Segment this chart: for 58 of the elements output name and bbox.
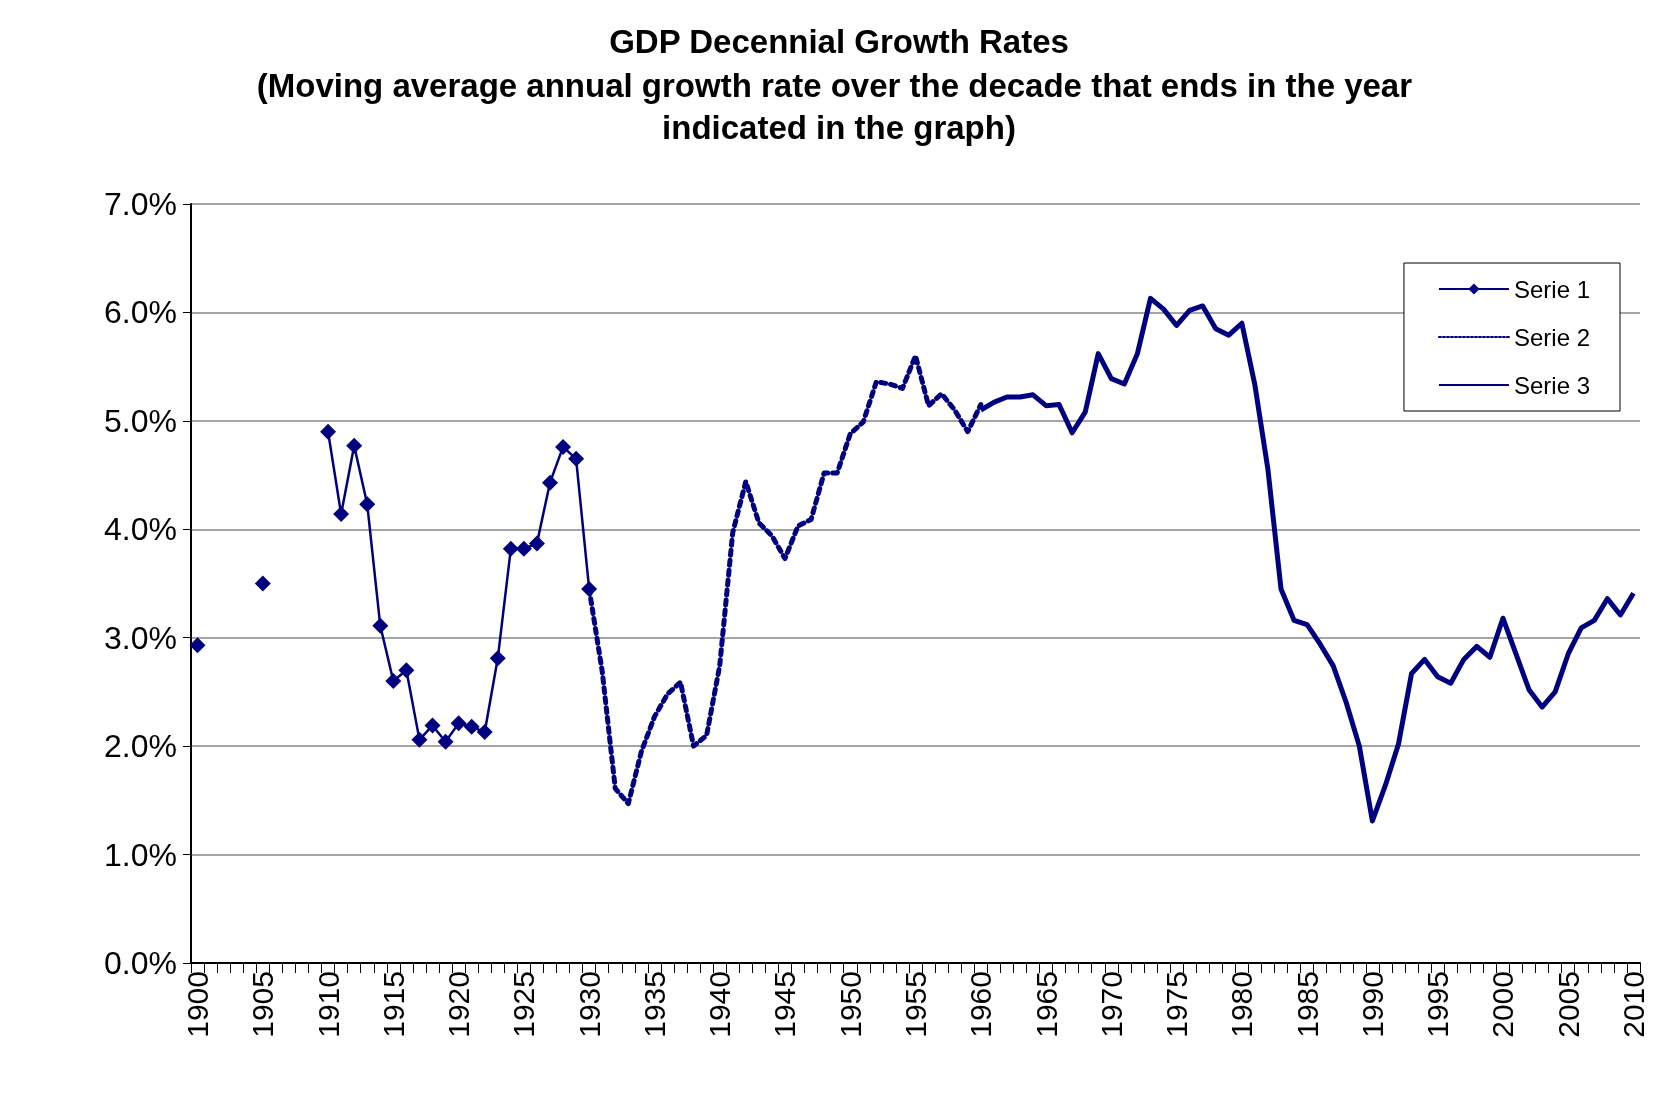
- x-tick-label: 1935: [637, 971, 671, 1038]
- legend-label: Serie 2: [1513, 323, 1590, 351]
- x-tick-label: 1950: [833, 971, 867, 1038]
- y-tick-label: 1.0%: [104, 836, 177, 873]
- x-tick-label: 1900: [181, 971, 215, 1038]
- x-tick-label: 1980: [1225, 971, 1259, 1038]
- x-tick-label: 1990: [1355, 971, 1389, 1038]
- point: [541, 474, 558, 491]
- x-tick-label: 1915: [376, 971, 410, 1038]
- point: [568, 450, 585, 467]
- point: [359, 496, 376, 513]
- point: [189, 637, 206, 654]
- x-tick-label: 1945: [768, 971, 802, 1038]
- x-tick-label: 1995: [1421, 971, 1455, 1038]
- x-tick-label: 2005: [1551, 971, 1585, 1038]
- point: [254, 575, 271, 592]
- y-tick-label: 6.0%: [104, 294, 177, 331]
- x-tick-label: 1965: [1029, 971, 1063, 1038]
- x-tick-label: 1940: [703, 971, 737, 1038]
- point: [555, 438, 572, 455]
- point: [515, 540, 532, 557]
- y-tick-label: 0.0%: [104, 945, 177, 981]
- point: [437, 733, 454, 750]
- y-tick-label: 2.0%: [104, 728, 177, 765]
- legend-label: Serie 3: [1513, 371, 1590, 399]
- point: [450, 715, 467, 732]
- point: [398, 662, 415, 679]
- y-tick-label: 5.0%: [104, 402, 177, 439]
- x-tick-label: 1955: [899, 971, 932, 1038]
- y-tick-label: 3.0%: [104, 619, 177, 656]
- x-tick-label: 1930: [572, 971, 606, 1038]
- x-tick-label: 1905: [246, 971, 280, 1038]
- point: [411, 731, 428, 748]
- point: [333, 506, 350, 523]
- x-tick-label: 1925: [507, 971, 541, 1038]
- y-tick-label: 4.0%: [104, 511, 177, 548]
- point: [463, 718, 480, 735]
- point: [476, 724, 493, 741]
- point: [502, 540, 519, 557]
- point: [346, 437, 363, 454]
- x-tick-label: 1910: [311, 971, 345, 1038]
- point: [385, 673, 402, 690]
- legend-label: Serie 1: [1513, 275, 1590, 303]
- point: [372, 617, 389, 634]
- point: [424, 717, 441, 734]
- point: [489, 650, 506, 667]
- x-tick-label: 1970: [1094, 971, 1128, 1038]
- x-tick-label: 1985: [1290, 971, 1324, 1038]
- y-tick-label: 7.0%: [104, 186, 177, 222]
- x-tick-label: 1975: [1160, 971, 1194, 1038]
- point: [320, 423, 337, 440]
- chart-title: GDP Decennial Growth Rates: [609, 23, 1069, 60]
- point: [528, 535, 545, 552]
- x-tick-label: 2010: [1616, 971, 1650, 1038]
- x-tick-label: 1960: [964, 971, 998, 1038]
- chart-subtitle: (Moving average annual growth rate over the decade that ends in the year indicated in the graph): [256, 66, 1422, 146]
- x-tick-label: 2000: [1486, 971, 1520, 1038]
- x-tick-label: 1920: [442, 971, 476, 1038]
